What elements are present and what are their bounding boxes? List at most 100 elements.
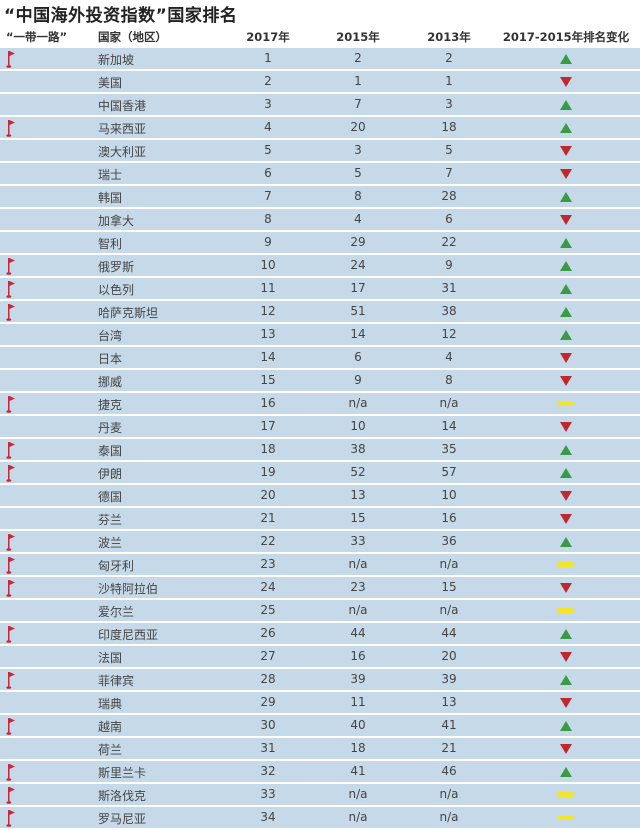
belt-road-flag-icon	[6, 557, 15, 574]
country-name: 爱尔兰	[98, 605, 135, 619]
up-triangle-icon	[560, 261, 572, 271]
rank-2017: 24	[260, 580, 276, 594]
rank-2017: 30	[260, 718, 276, 732]
rank-2013: n/a	[439, 557, 459, 571]
no-change-bar-icon	[557, 401, 574, 406]
table-row: 日本 14 6 4	[0, 347, 640, 368]
down-triangle-icon	[560, 514, 572, 524]
rank-2015: 9	[354, 373, 362, 387]
down-triangle-icon	[560, 146, 572, 156]
table-header: “一带一路” 国家（地区） 2017年 2015年 2013年 2017-201…	[0, 27, 640, 47]
belt-road-flag-icon	[6, 718, 15, 735]
country-name: 瑞典	[98, 697, 123, 711]
rank-2013: 28	[441, 189, 457, 203]
rank-2013: 44	[441, 626, 457, 640]
no-change-bar-icon	[557, 792, 574, 797]
country-name: 法国	[98, 651, 123, 665]
rank-2015: n/a	[348, 603, 368, 617]
rank-2015: n/a	[348, 810, 368, 824]
up-triangle-icon	[560, 284, 572, 294]
up-triangle-icon	[560, 445, 572, 455]
country-name: 罗马尼亚	[98, 812, 147, 826]
rank-2017: 15	[260, 373, 276, 387]
belt-road-flag-icon	[6, 626, 15, 643]
table-row: 匈牙利 23 n/a n/a	[0, 554, 640, 575]
rank-2015: 24	[350, 258, 366, 272]
table-row: 马来西亚 4 20 18	[0, 117, 640, 138]
rank-2017: 27	[260, 649, 276, 663]
rank-2013: 22	[441, 235, 457, 249]
rank-2015: 15	[350, 511, 366, 525]
rank-2013: 7	[445, 166, 453, 180]
rank-2015: 41	[350, 764, 366, 778]
rank-2013: 57	[441, 465, 457, 479]
rank-2013: 1	[445, 74, 453, 88]
down-triangle-icon	[560, 169, 572, 179]
table-row: 斯里兰卡 32 41 46	[0, 761, 640, 782]
belt-road-flag-icon	[6, 304, 15, 321]
rank-2013: 21	[441, 741, 457, 755]
down-triangle-icon	[560, 698, 572, 708]
country-name: 丹麦	[98, 421, 123, 435]
rank-2017: 7	[264, 189, 272, 203]
no-change-bar-icon	[557, 562, 574, 567]
country-name: 智利	[98, 237, 123, 251]
table-row: 荷兰 31 18 21	[0, 738, 640, 759]
rank-2013: 38	[441, 304, 457, 318]
country-name: 捷克	[98, 398, 123, 412]
rank-2013: 36	[441, 534, 457, 548]
rank-2013: 8	[445, 373, 453, 387]
country-name: 哈萨克斯坦	[98, 306, 159, 320]
down-triangle-icon	[560, 583, 572, 593]
country-name: 马来西亚	[98, 122, 147, 136]
rank-2017: 29	[260, 695, 276, 709]
page-title: “中国海外投资指数”国家排名	[4, 6, 238, 26]
rank-2015: n/a	[348, 396, 368, 410]
no-change-bar-icon	[557, 815, 574, 820]
table-row: 以色列 11 17 31	[0, 278, 640, 299]
rank-2015: 2	[354, 51, 362, 65]
rank-2015: 23	[350, 580, 366, 594]
country-name: 日本	[98, 352, 123, 366]
rank-2017: 22	[260, 534, 276, 548]
belt-road-flag-icon	[6, 51, 15, 68]
rank-2015: 10	[350, 419, 366, 433]
rank-2015: 20	[350, 120, 366, 134]
down-triangle-icon	[560, 652, 572, 662]
rank-2013: n/a	[439, 603, 459, 617]
header-country: 国家（地区）	[98, 30, 167, 44]
table-row: 沙特阿拉伯 24 23 15	[0, 577, 640, 598]
rank-2015: 6	[354, 350, 362, 364]
belt-road-flag-icon	[6, 442, 15, 459]
rank-2013: 16	[441, 511, 457, 525]
country-name: 台湾	[98, 329, 123, 343]
table-row: 菲律宾 28 39 39	[0, 669, 640, 690]
table-row: 爱尔兰 25 n/a n/a	[0, 600, 640, 621]
up-triangle-icon	[560, 100, 572, 110]
rank-2015: 17	[350, 281, 366, 295]
table-row: 伊朗 19 52 57	[0, 462, 640, 483]
rank-2013: 46	[441, 764, 457, 778]
rank-2015: 13	[350, 488, 366, 502]
table-row: 斯洛伐克 33 n/a n/a	[0, 784, 640, 805]
table-row: 芬兰 21 15 16	[0, 508, 640, 529]
up-triangle-icon	[560, 238, 572, 248]
belt-road-flag-icon	[6, 672, 15, 689]
rank-2015: 52	[350, 465, 366, 479]
table-row: 哈萨克斯坦 12 51 38	[0, 301, 640, 322]
rank-2015: 40	[350, 718, 366, 732]
down-triangle-icon	[560, 353, 572, 363]
rank-2013: 13	[441, 695, 457, 709]
rank-2017: 6	[264, 166, 272, 180]
belt-road-flag-icon	[6, 120, 15, 137]
rank-2017: 21	[260, 511, 276, 525]
belt-road-flag-icon	[6, 787, 15, 804]
country-name: 菲律宾	[98, 674, 135, 688]
rank-2015: 29	[350, 235, 366, 249]
table-row: 丹麦 17 10 14	[0, 416, 640, 437]
up-triangle-icon	[560, 675, 572, 685]
rank-2013: 15	[441, 580, 457, 594]
up-triangle-icon	[560, 123, 572, 133]
table-row: 韩国 7 8 28	[0, 186, 640, 207]
rank-2017: 20	[260, 488, 276, 502]
